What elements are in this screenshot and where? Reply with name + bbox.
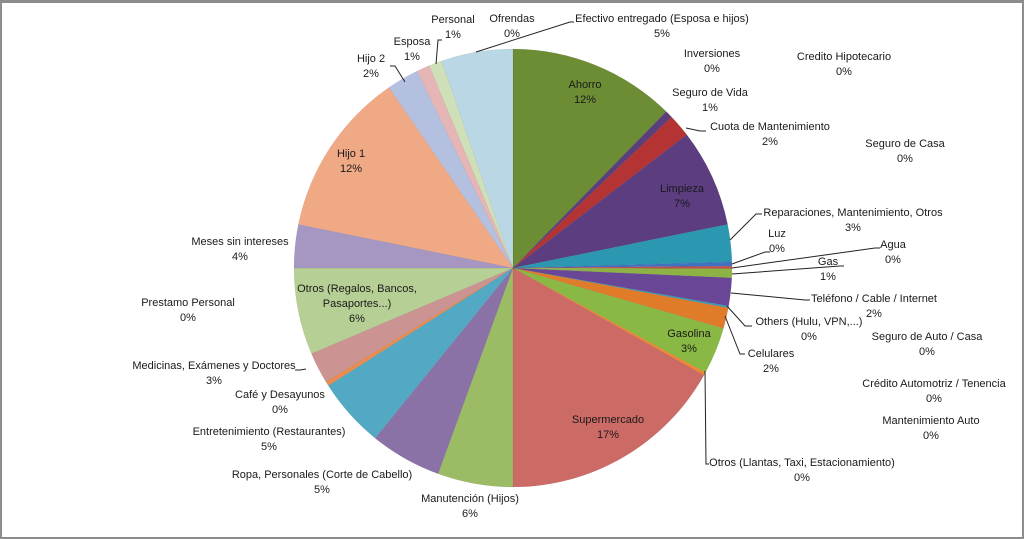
pie-slice-limpieza — [512, 134, 728, 269]
data-label-luz: Luz 0% — [768, 228, 786, 255]
pie-slice-hijo-1 — [298, 87, 514, 269]
data-label-seguro-de-vida: Seguro de Vida 1% — [672, 87, 749, 114]
data-label-esposa: Esposa 1% — [394, 36, 432, 63]
data-label-gas: Gas 1% — [818, 256, 839, 283]
pie-slice-seguro-de-vida — [512, 111, 672, 269]
data-label-hijo-1: Hijo 1 12% — [337, 148, 365, 175]
data-label-others-hulu-vpn: Others (Hulu, VPN,...) 0% — [756, 316, 863, 343]
pie-slice-esposa — [416, 65, 514, 269]
data-label-seguro-de-casa: Seguro de Casa 0% — [865, 138, 945, 165]
leader-line-medicinas-examenes-y-doctores — [295, 368, 307, 371]
pie-slice-otros-regalos-bancos-pasaportes — [293, 267, 514, 354]
data-label-hijo-2: Hijo 2 2% — [357, 53, 385, 80]
data-label-otros-regalos-bancos-pasaportes: Otros (Regalos, Bancos, Pasaportes...) 6% — [297, 283, 417, 325]
data-label-agua: Agua 0% — [880, 239, 907, 266]
data-label-credito-hipotecario: Credito Hipotecario 0% — [797, 51, 891, 78]
leader-line-reparaciones-mantenimiento-otros — [729, 213, 762, 241]
pie-slice-ropa-personales-corte-de-cabello — [374, 267, 514, 475]
pie-slice-gas — [512, 267, 733, 279]
pie-slice-ahorro — [512, 48, 667, 269]
data-label-reparaciones-mantenimiento-otros: Reparaciones, Mantenimiento, Otros 3% — [763, 207, 943, 234]
leader-line-others-hulu-vpn — [726, 305, 752, 327]
data-label-credito-automotriz-tenencia: Crédito Automotriz / Tenencia 0% — [862, 378, 1006, 405]
data-label-cafe-y-desayunos: Café y Desayunos 0% — [235, 389, 325, 416]
pie-slice-meses-sin-intereses — [293, 224, 514, 269]
pie-slice-personal — [428, 60, 514, 269]
data-label-ofrendas: Ofrendas 0% — [489, 13, 535, 40]
data-label-telefono-cable-internet: Teléfono / Cable / Internet 2% — [811, 293, 937, 320]
data-labels: Ahorro 12% Seguro de Vida 1% Cuota de Manten… — [132, 13, 1006, 520]
leader-line-otros-llantas-taxi-estacionamiento — [704, 370, 709, 465]
data-label-entretenimiento-restaurantes: Entretenimiento (Restaurantes) 5% — [193, 426, 346, 453]
pie-slice-cafe-y-desayunos — [325, 267, 514, 387]
data-label-meses-sin-intereses: Meses sin intereses 4% — [191, 236, 289, 263]
pie-slices — [293, 48, 733, 488]
data-label-supermercado: Supermercado 17% — [572, 414, 644, 441]
data-label-celulares: Celulares 2% — [748, 348, 795, 375]
data-label-manutencion-hijos: Manutención (Hijos) 6% — [421, 493, 519, 520]
data-label-ropa-personales-corte-de-cabello: Ropa, Personales (Corte de Cabello) 5% — [232, 469, 412, 496]
data-label-cuota-de-mantenimiento: Cuota de Mantenimiento 2% — [710, 121, 830, 148]
leader-line-cuota-de-mantenimiento — [685, 127, 706, 132]
leader-line-telefono-cable-internet — [730, 292, 810, 301]
data-label-mantenimiento-auto: Mantenimiento Auto 0% — [882, 415, 979, 442]
pie-slice-luz — [512, 261, 733, 269]
data-label-inversiones: Inversiones 0% — [684, 48, 741, 75]
data-label-limpieza: Limpieza 7% — [660, 183, 705, 210]
leader-lines — [295, 21, 880, 465]
data-label-seguro-de-auto-casa: Seguro de Auto / Casa 0% — [872, 331, 984, 358]
leader-line-gas — [731, 265, 844, 275]
data-label-gasolina: Gasolina 3% — [667, 328, 711, 355]
pie-slice-medicinas-examenes-y-doctores — [311, 267, 514, 383]
data-label-otros-llantas-taxi-estacionamiento: Otros (Llantas, Taxi, Estacionamiento) 0% — [709, 457, 895, 484]
pie-slice-cuota-de-mantenimiento — [512, 116, 688, 269]
data-label-ahorro: Ahorro 12% — [568, 79, 601, 106]
pie-slice-supermercado — [512, 267, 705, 488]
leader-line-luz — [731, 251, 770, 265]
leader-line-hijo-2 — [390, 65, 406, 83]
pie-slice-entretenimiento-restaurantes — [327, 267, 514, 439]
leader-line-agua — [731, 247, 880, 269]
leader-line-celulares — [724, 315, 745, 355]
data-label-efectivo-entregado-esposa-e-hijos: Efectivo entregado (Esposa e hijos) 5% — [575, 13, 749, 40]
pie-slice-reparaciones-mantenimiento-otros — [512, 224, 733, 269]
data-label-prestamo-personal: Prestamo Personal 0% — [141, 297, 235, 324]
pie-slice-telefono-cable-internet — [512, 267, 733, 307]
leader-line-personal — [435, 39, 442, 65]
pie-slice-manutencion-hijos — [437, 267, 514, 488]
data-label-medicinas-examenes-y-doctores: Medicinas, Exámenes y Doctores 3% — [132, 360, 296, 387]
leader-line-efectivo-entregado-esposa-e-hijos — [475, 21, 574, 53]
pie-slice-agua — [512, 265, 733, 270]
data-label-personal: Personal 1% — [431, 14, 474, 41]
